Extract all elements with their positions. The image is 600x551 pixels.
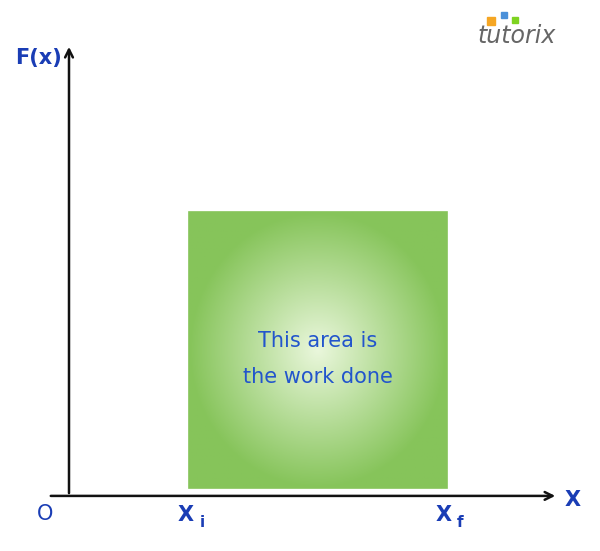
Text: tutorix: tutorix (477, 24, 556, 48)
Text: F(x): F(x) (15, 48, 62, 68)
Text: This area is: This area is (259, 331, 377, 351)
Text: X: X (436, 505, 452, 525)
Text: i: i (200, 515, 205, 530)
Text: the work done: the work done (243, 367, 393, 387)
Bar (189, 212, 447, 488)
Text: O: O (37, 504, 53, 523)
Text: X: X (178, 505, 194, 525)
Text: f: f (457, 515, 464, 530)
Text: X: X (565, 490, 581, 510)
